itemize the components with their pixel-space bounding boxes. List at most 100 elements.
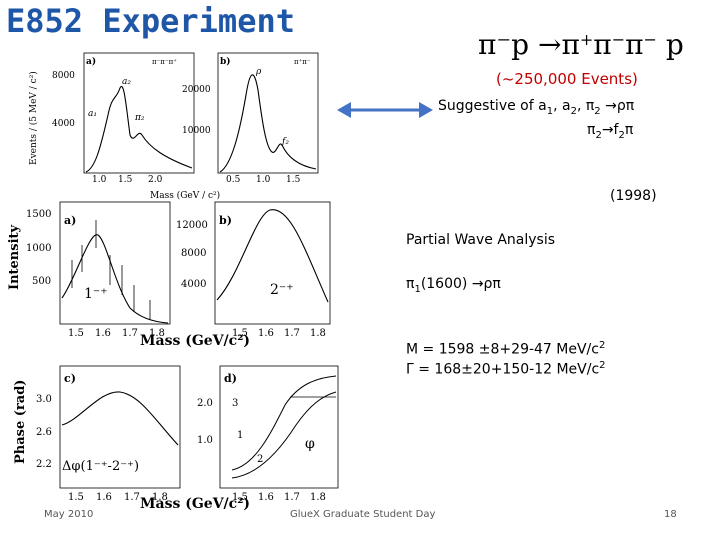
double-arrow-icon bbox=[337, 102, 433, 118]
pi2-line-mid: →f bbox=[601, 122, 619, 138]
width-text: Γ = 168±20+150-12 MeV/c bbox=[406, 361, 600, 378]
panel-b-xtick-3: 1.5 bbox=[286, 175, 301, 185]
bot-d-annot-1: 1 bbox=[237, 430, 243, 441]
suggestive-end: →ρπ bbox=[600, 98, 635, 114]
mid-b-frame bbox=[214, 201, 331, 325]
bot-d-xtick-4: 1.8 bbox=[310, 492, 326, 503]
bot-c-curve bbox=[61, 391, 179, 446]
mid-a-ytick-1: 1500 bbox=[26, 209, 51, 220]
mid-a-frame bbox=[59, 201, 171, 325]
reaction-minus-2: − bbox=[643, 30, 657, 49]
bot-c-xtick-1: 1.5 bbox=[68, 492, 84, 503]
panel-a-annot-a1: a₁ bbox=[88, 109, 97, 119]
pi2-sep: , π bbox=[576, 98, 595, 114]
panel-a-ytick-1: 8000 bbox=[52, 71, 75, 81]
footer-event: GlueX Graduate Student Day bbox=[290, 509, 436, 520]
panel-b-ytick-2: 10000 bbox=[182, 126, 211, 136]
bot-d-xtick-2: 1.6 bbox=[258, 492, 274, 503]
panel-b-tag: π⁺π⁻ bbox=[294, 58, 311, 66]
pi2-line-sub: 2 bbox=[595, 129, 602, 141]
slide-title: E852 Experiment bbox=[6, 2, 295, 40]
panel-b-label: b) bbox=[220, 56, 231, 67]
mass-sup: 2 bbox=[598, 340, 606, 351]
bot-d-annot-2: 2 bbox=[257, 454, 263, 465]
reaction-pi-minus-1: π bbox=[593, 28, 612, 61]
bot-d-frame bbox=[219, 365, 339, 489]
pi1-pre: π bbox=[406, 276, 415, 292]
mid-ylabel: Intensity bbox=[7, 224, 22, 290]
panel-b-curve bbox=[219, 74, 317, 173]
bot-c-xtick-3: 1.7 bbox=[124, 492, 140, 503]
reaction-pi-minus-2: π bbox=[625, 28, 644, 61]
mass-line: M = 1598 ±8+29-47 MeV/c2 bbox=[406, 340, 605, 358]
panel-a-frame bbox=[83, 52, 195, 174]
pi2-decay-line: π2→f2π bbox=[587, 122, 633, 141]
mid-a-xtick-4: 1.8 bbox=[149, 328, 165, 339]
pwa-label: Partial Wave Analysis bbox=[406, 232, 556, 248]
panel-a-curve bbox=[85, 85, 193, 173]
mid-b-xtick-4: 1.8 bbox=[310, 328, 326, 339]
bot-d-label: d) bbox=[224, 372, 237, 385]
panel-b-xtick-2: 1.0 bbox=[256, 175, 271, 185]
mid-b-xtick-1: 1.5 bbox=[232, 328, 248, 339]
panel-a-xtick-2: 1.5 bbox=[118, 175, 133, 185]
bot-c-ytick-3: 2.2 bbox=[36, 459, 52, 470]
panel-b-xtick-1: 0.5 bbox=[226, 175, 241, 185]
pi1-line: π1(1600) →ρπ bbox=[406, 276, 501, 295]
mid-b-label: b) bbox=[219, 214, 232, 227]
pi1-end: (1600) →ρπ bbox=[420, 276, 501, 292]
figure-panels: Events / (5 MeV / c²) Mass (GeV / c²) a)… bbox=[7, 52, 339, 512]
footer-page-number: 18 bbox=[664, 509, 677, 520]
panel-a-annot-a2: a₂ bbox=[122, 77, 131, 87]
width-line: Γ = 168±20+150-12 MeV/c2 bbox=[406, 360, 606, 378]
reaction-plus: + bbox=[579, 30, 594, 49]
footer-date: May 2010 bbox=[44, 509, 94, 520]
mid-b-curve bbox=[216, 209, 329, 303]
bot-d-curve-1 bbox=[231, 375, 337, 471]
reaction-arrow: → bbox=[538, 28, 562, 61]
pi2-sub: 2 bbox=[594, 105, 601, 117]
reaction-formula: π⁻p →π+π−π− p bbox=[478, 28, 684, 61]
mid-b-wave: 2⁻⁺ bbox=[270, 282, 294, 298]
bot-d-ytick-2: 1.0 bbox=[197, 435, 213, 446]
mid-a-wave: 1⁻⁺ bbox=[84, 286, 108, 302]
reaction-final: p bbox=[665, 28, 684, 61]
mid-a-xtick-1: 1.5 bbox=[68, 328, 84, 339]
mid-b-xtick-3: 1.7 bbox=[284, 328, 300, 339]
bot-d-ytick-1: 2.0 bbox=[197, 398, 213, 409]
bot-c-ytick-1: 3.0 bbox=[36, 394, 52, 405]
mid-a-xtick-3: 1.7 bbox=[122, 328, 138, 339]
panel-b-annot-rho: ρ bbox=[255, 67, 262, 77]
bot-d-xtick-3: 1.7 bbox=[284, 492, 300, 503]
a2-sep: , a bbox=[553, 98, 571, 114]
mid-b-ytick-1: 12000 bbox=[176, 220, 208, 231]
reaction-initial: π⁻p bbox=[478, 28, 530, 61]
panel-a-xtick-3: 2.0 bbox=[148, 175, 163, 185]
mid-b-ytick-3: 4000 bbox=[181, 279, 206, 290]
pi2-line-pre: π bbox=[587, 122, 596, 138]
reaction-pi-plus: π bbox=[561, 28, 580, 61]
pi2-line-end: π bbox=[624, 122, 634, 138]
bot-c-xtick-2: 1.6 bbox=[96, 492, 112, 503]
bot-c-xtick-4: 1.8 bbox=[152, 492, 168, 503]
panel-a-annot-pi2: π₂ bbox=[134, 113, 145, 123]
panel-a-xtick-1: 1.0 bbox=[92, 175, 107, 185]
mid-b-ytick-2: 8000 bbox=[181, 248, 206, 259]
panel-b-annot-f2: f₂ bbox=[281, 137, 289, 147]
mid-a-errorbars bbox=[71, 220, 151, 320]
reaction-minus-1: − bbox=[611, 30, 626, 49]
mid-a-label: a) bbox=[64, 214, 76, 227]
mid-a-xtick-2: 1.6 bbox=[95, 328, 111, 339]
a2-sub: 2 bbox=[570, 105, 577, 117]
mid-a-ytick-3: 500 bbox=[32, 276, 51, 287]
pi1-sub: 1 bbox=[414, 283, 421, 295]
panel-b-frame bbox=[217, 52, 319, 174]
panel-b-ytick-1: 20000 bbox=[182, 85, 211, 95]
bot-d-curve-2 bbox=[231, 391, 337, 479]
suggestive-line: Suggestive of a1, a2, π2 →ρπ bbox=[438, 98, 634, 117]
events-count: (~250,000 Events) bbox=[496, 70, 638, 88]
a1-sub: 1 bbox=[546, 105, 554, 117]
bot-d-xtick-1: 1.5 bbox=[232, 492, 248, 503]
mass-text: M = 1598 ±8+29-47 MeV/c bbox=[406, 341, 599, 358]
panel-a-tag: π⁻π⁻π⁺ bbox=[152, 58, 177, 66]
